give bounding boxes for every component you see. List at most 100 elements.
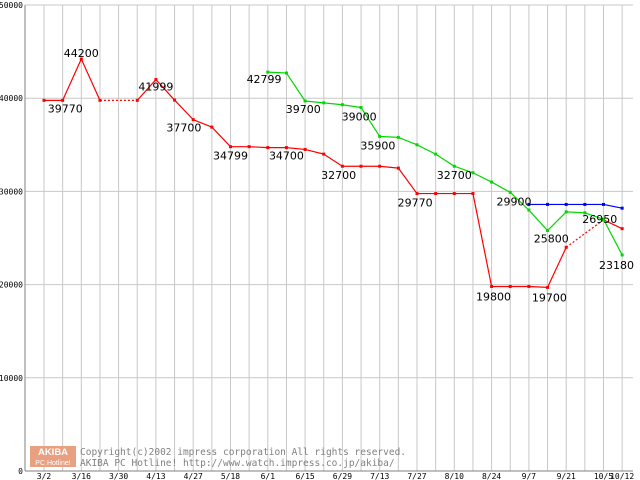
series-0-point bbox=[266, 146, 270, 150]
data-label: 32700 bbox=[437, 169, 472, 182]
series-1-point bbox=[303, 99, 307, 103]
x-tick-label: 6/1 bbox=[261, 472, 276, 480]
watermark-logo-bottom: PC Hotline! bbox=[35, 460, 70, 467]
x-tick-label: 6/15 bbox=[295, 472, 314, 480]
data-label: 26950 bbox=[582, 213, 617, 226]
series-0-segment bbox=[603, 219, 623, 230]
series-1-segment bbox=[416, 144, 436, 155]
series-1-segment bbox=[285, 72, 306, 102]
series-0-point bbox=[322, 152, 326, 156]
series-0-point bbox=[42, 98, 46, 102]
series-1-point bbox=[490, 180, 494, 184]
series-1-point bbox=[340, 103, 344, 107]
x-tick-label: 10/5 bbox=[594, 472, 613, 480]
series-0-point bbox=[564, 245, 568, 249]
series-1-segment bbox=[584, 212, 604, 220]
series-0-point bbox=[191, 118, 195, 122]
x-tick-label: 9/21 bbox=[557, 472, 576, 480]
x-tick-label: 9/7 bbox=[522, 472, 537, 480]
series-0-segment bbox=[397, 167, 418, 194]
series-1-point bbox=[564, 210, 568, 214]
x-tick-label: 5/18 bbox=[221, 472, 240, 480]
series-0-segment bbox=[155, 79, 175, 101]
series-0-segment bbox=[528, 285, 548, 288]
x-tick-label: 7/13 bbox=[370, 472, 389, 480]
x-tick-label: 8/24 bbox=[482, 472, 501, 480]
series-1-segment bbox=[566, 211, 585, 214]
watermark-logo-top-box bbox=[30, 446, 76, 457]
watermark-site: AKIBA PC Hotline! http://www.watch.impre… bbox=[80, 458, 395, 469]
series-1-segment bbox=[454, 165, 474, 174]
data-label: 19700 bbox=[532, 291, 567, 304]
y-tick-label: 0 bbox=[18, 467, 23, 476]
x-tick-label: 8/10 bbox=[445, 472, 464, 480]
chart-data-labels: 39770 44200 41999 37700 34799 42799 34700 39700… bbox=[48, 47, 634, 304]
y-tick-label: 40000 bbox=[0, 94, 23, 103]
series-0-point bbox=[135, 98, 139, 102]
series-0-segment bbox=[62, 58, 82, 101]
series-0-point bbox=[61, 98, 65, 102]
series-0-point bbox=[378, 164, 382, 168]
series-1-segment bbox=[491, 181, 511, 193]
x-tick-label: 4/27 bbox=[184, 472, 203, 480]
data-label: 34700 bbox=[269, 150, 304, 163]
series-0-point bbox=[303, 147, 307, 151]
series-1-segment bbox=[547, 211, 567, 231]
series-0-point bbox=[452, 192, 456, 196]
x-tick-label: 3/16 bbox=[72, 472, 91, 480]
series-1-segment bbox=[435, 153, 455, 167]
series-0-point bbox=[415, 192, 419, 196]
series-1-segment bbox=[360, 107, 381, 137]
series-0-segment bbox=[249, 146, 268, 149]
x-tick-label: 10/12 bbox=[610, 472, 634, 480]
series-1-point bbox=[359, 106, 363, 110]
series-1-point bbox=[322, 101, 326, 105]
chart-grid bbox=[25, 4, 633, 472]
series-2-point bbox=[583, 202, 587, 206]
data-label: 19800 bbox=[476, 290, 511, 303]
series-2-point bbox=[620, 206, 624, 210]
series-0-point bbox=[508, 284, 512, 288]
series-1-segment bbox=[472, 172, 492, 183]
series-0-point bbox=[471, 192, 475, 196]
series-1-point bbox=[583, 211, 587, 215]
series-0-point bbox=[210, 125, 214, 129]
series-0-point bbox=[546, 285, 550, 289]
data-label: 44200 bbox=[64, 47, 99, 60]
series-0-point bbox=[79, 57, 83, 61]
series-2-point bbox=[602, 202, 605, 206]
series-0-segment bbox=[286, 146, 306, 151]
data-label: 42799 bbox=[247, 73, 282, 86]
watermark-copyright: Copyright(c)2002 impress corporation All… bbox=[80, 447, 406, 458]
series-0-point bbox=[284, 146, 288, 150]
series-0-segment bbox=[211, 126, 231, 148]
series-1-point bbox=[527, 208, 531, 212]
watermark-logo-bottom-box bbox=[30, 457, 76, 467]
series-0-segment bbox=[192, 119, 213, 128]
y-tick-label: 10000 bbox=[0, 374, 23, 383]
series-0-point bbox=[229, 145, 232, 149]
series-1-point bbox=[452, 164, 456, 168]
series-0-point bbox=[154, 78, 158, 82]
series-2-point bbox=[546, 202, 550, 206]
data-label: 37700 bbox=[166, 122, 201, 135]
series-0-segment bbox=[379, 165, 399, 169]
series-1-segment bbox=[267, 71, 287, 74]
series-0-segment bbox=[174, 99, 194, 121]
data-label: 23180 bbox=[599, 259, 634, 272]
series-0-point bbox=[247, 145, 251, 149]
data-label: 32700 bbox=[321, 169, 356, 182]
series-1-segment bbox=[342, 104, 362, 109]
data-label: 29900 bbox=[496, 195, 531, 208]
y-tick-label: 50000 bbox=[0, 1, 23, 10]
series-2-segment bbox=[603, 203, 623, 209]
series-1-segment bbox=[305, 100, 324, 104]
series-1-point bbox=[378, 134, 382, 138]
y-tick-label: 20000 bbox=[0, 281, 23, 290]
series-1-segment bbox=[528, 209, 548, 231]
x-tick-label: 7/27 bbox=[407, 472, 426, 480]
series-1-point bbox=[284, 71, 288, 75]
data-label: 35900 bbox=[360, 139, 395, 152]
data-label: 41999 bbox=[138, 81, 173, 94]
